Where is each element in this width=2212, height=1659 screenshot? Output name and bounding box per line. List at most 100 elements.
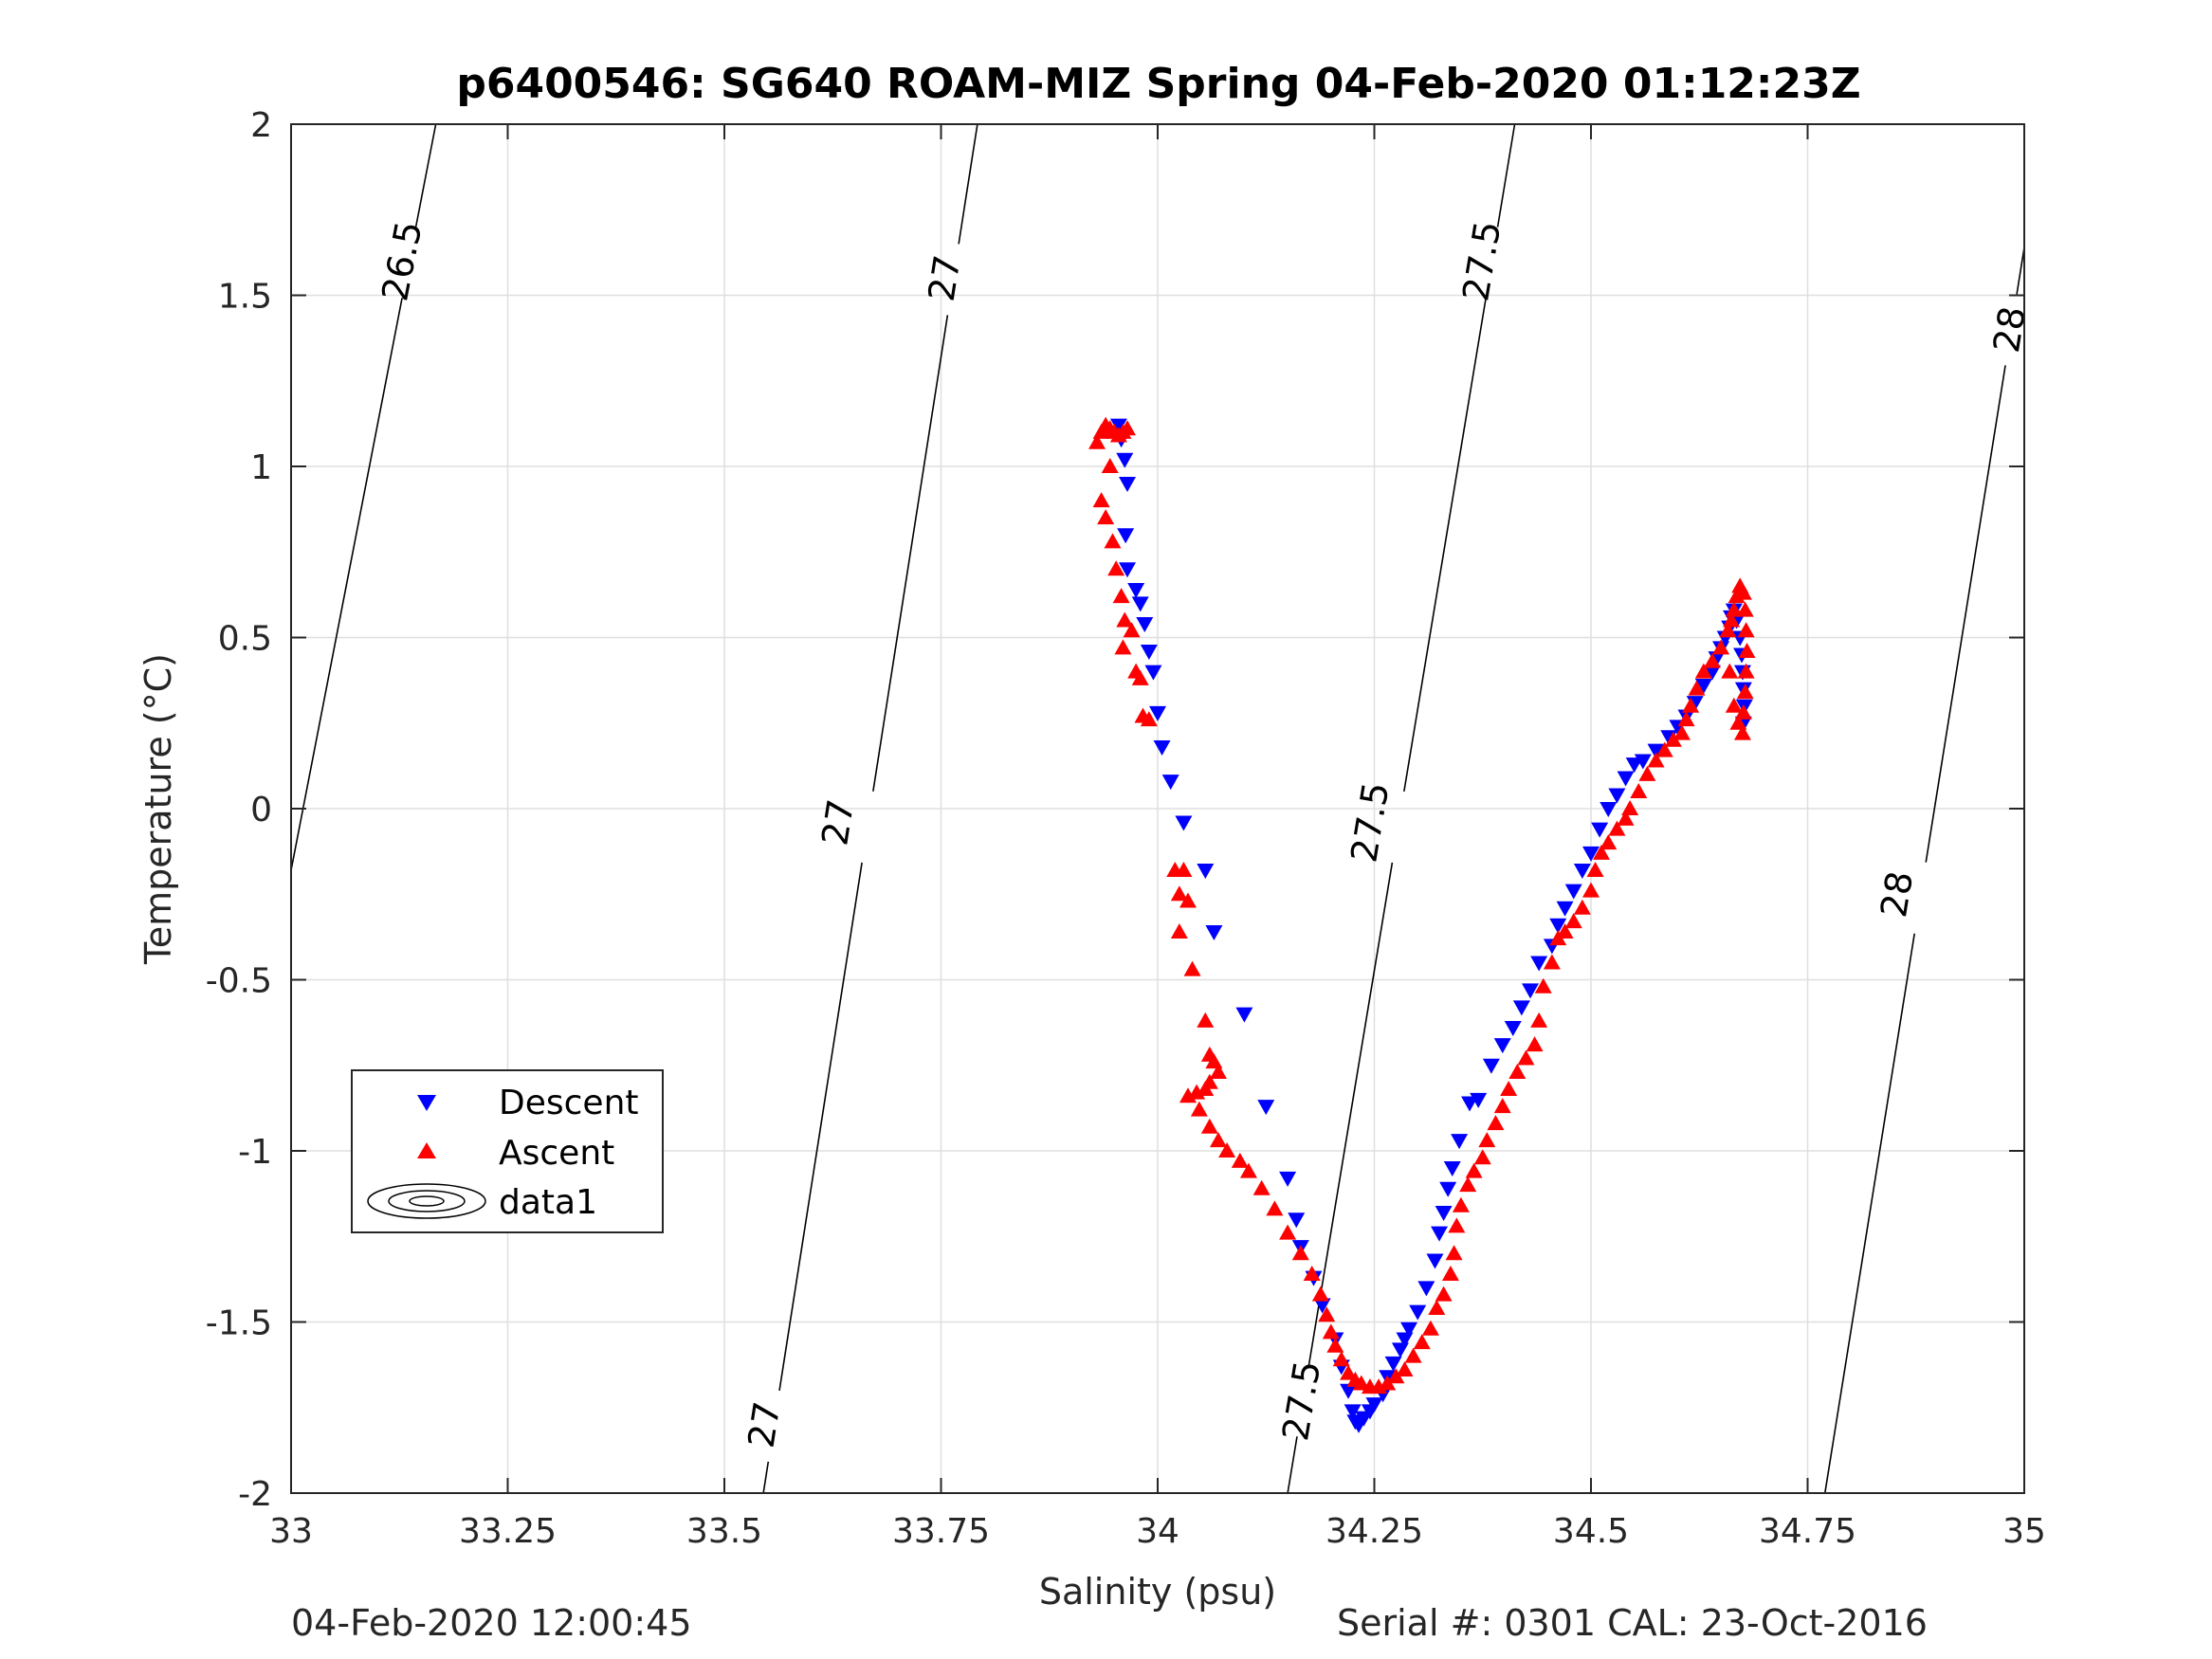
density-contour-line bbox=[958, 123, 978, 245]
ascent-point bbox=[1493, 1098, 1511, 1114]
ascent-point bbox=[1303, 1265, 1321, 1281]
ascent-point bbox=[1647, 752, 1665, 768]
descent-point bbox=[1119, 562, 1137, 578]
ascent-point bbox=[1088, 433, 1106, 449]
descent-point bbox=[1482, 1058, 1500, 1074]
ascent-point bbox=[1231, 1152, 1249, 1168]
descent-point bbox=[1340, 1383, 1358, 1399]
ascent-point bbox=[1664, 731, 1682, 747]
descent-point bbox=[1431, 1226, 1449, 1242]
ascent-point bbox=[1655, 741, 1673, 757]
ascent-point bbox=[1725, 697, 1743, 713]
y-tick-label: 0.5 bbox=[218, 620, 272, 659]
density-contour-label: 27 bbox=[814, 796, 862, 848]
descent-point bbox=[1279, 1171, 1297, 1187]
descent-point bbox=[1116, 452, 1134, 468]
chart-title: p6400546: SG640 ROAM-MIZ Spring 04-Feb-2… bbox=[456, 60, 1860, 108]
ascent-point bbox=[1200, 1118, 1218, 1134]
footer-date: 04-Feb-2020 12:00:45 bbox=[291, 1602, 692, 1644]
descent-point bbox=[1617, 771, 1635, 787]
grid-lines bbox=[291, 124, 2024, 1493]
ascent-point bbox=[1723, 611, 1741, 628]
ascent-point bbox=[1617, 810, 1635, 826]
descent-point bbox=[1144, 665, 1162, 681]
ascent-point bbox=[1737, 622, 1755, 638]
ascent-point bbox=[1101, 458, 1119, 473]
x-tick-label: 33.25 bbox=[459, 1512, 557, 1551]
y-tick-label: 2 bbox=[250, 106, 272, 145]
ascent-point bbox=[1725, 601, 1743, 617]
descent-point bbox=[1556, 901, 1574, 917]
ascent-point bbox=[1543, 954, 1561, 970]
descent-point bbox=[1451, 1134, 1469, 1150]
density-contour-label: 28 bbox=[1873, 868, 1921, 921]
x-tick-label: 34.5 bbox=[1553, 1512, 1629, 1551]
ascent-point bbox=[1428, 1300, 1446, 1316]
y-tick-label: -0.5 bbox=[206, 962, 272, 1001]
ascent-point bbox=[1112, 588, 1130, 604]
ascent-point bbox=[1209, 1132, 1227, 1148]
ascent-point bbox=[1737, 663, 1755, 679]
ascent-point bbox=[1097, 509, 1115, 525]
ascent-point bbox=[1252, 1179, 1271, 1195]
descent-point bbox=[1161, 775, 1179, 791]
ascent-point bbox=[1734, 584, 1752, 600]
ascent-point bbox=[1209, 1063, 1227, 1079]
descent-point bbox=[1400, 1322, 1418, 1338]
density-contour-line bbox=[872, 315, 949, 792]
descent-point bbox=[1235, 1007, 1253, 1023]
density-contour-line bbox=[290, 297, 403, 871]
x-tick-label: 34 bbox=[1136, 1512, 1179, 1551]
ascent-point bbox=[1712, 639, 1730, 655]
ascent-point bbox=[1387, 1368, 1405, 1384]
ascent-point bbox=[1279, 1224, 1297, 1240]
ascent-point bbox=[1322, 1323, 1340, 1340]
ascent-point bbox=[1736, 684, 1754, 700]
ascent-point bbox=[1473, 1149, 1491, 1165]
legend: Descent Ascent data1 bbox=[351, 1069, 664, 1233]
descent-point bbox=[1512, 1000, 1530, 1016]
ascent-point bbox=[1733, 724, 1751, 740]
descent-point bbox=[1149, 705, 1166, 721]
ascent-point bbox=[1183, 960, 1201, 976]
x-tick-label: 33 bbox=[269, 1512, 313, 1551]
ascent-point bbox=[1179, 892, 1197, 908]
ascent-point bbox=[1190, 1101, 1208, 1117]
ascent-point bbox=[1703, 652, 1721, 668]
ascent-point bbox=[1170, 922, 1188, 939]
descent-point bbox=[1205, 924, 1223, 940]
descent-point bbox=[1634, 754, 1652, 770]
ascent-point bbox=[1311, 1285, 1329, 1302]
axis-ticks: 33 33.25 33.5 33.75 34 34.25 34.5 34.75 35 -2 -1.5… bbox=[206, 106, 2046, 1551]
ascent-point bbox=[1465, 1162, 1483, 1178]
ascent-point bbox=[1638, 765, 1656, 781]
ascent-point bbox=[1729, 714, 1747, 730]
ascent-point bbox=[1396, 1361, 1414, 1377]
ascent-point bbox=[1478, 1132, 1496, 1148]
ascent-point bbox=[1123, 622, 1141, 638]
x-tick-label: 34.25 bbox=[1325, 1512, 1423, 1551]
legend-label-contour: data1 bbox=[499, 1183, 597, 1222]
ascent-point bbox=[1119, 420, 1137, 436]
descent-point bbox=[1591, 822, 1609, 838]
ascent-point bbox=[1239, 1162, 1257, 1178]
data-points bbox=[1088, 416, 1756, 1433]
legend-contour-icon bbox=[367, 1183, 486, 1219]
ascent-point bbox=[1114, 639, 1132, 655]
ascent-point bbox=[1291, 1245, 1309, 1261]
y-tick-label: -1.5 bbox=[206, 1304, 272, 1343]
descent-point bbox=[1435, 1205, 1453, 1221]
ascent-point bbox=[1630, 782, 1648, 798]
descent-point bbox=[1522, 983, 1540, 999]
ascent-point bbox=[1218, 1142, 1236, 1158]
ascent-point bbox=[1448, 1217, 1466, 1233]
x-tick-label: 34.75 bbox=[1759, 1512, 1856, 1551]
density-contour-label: 27 bbox=[921, 252, 969, 304]
legend-box bbox=[351, 1069, 664, 1233]
descent-point bbox=[1197, 863, 1215, 879]
density-contour-label: 28 bbox=[1985, 303, 2034, 356]
descent-point bbox=[1117, 528, 1135, 544]
ascent-point bbox=[1332, 1351, 1350, 1367]
descent-point bbox=[1443, 1161, 1461, 1177]
